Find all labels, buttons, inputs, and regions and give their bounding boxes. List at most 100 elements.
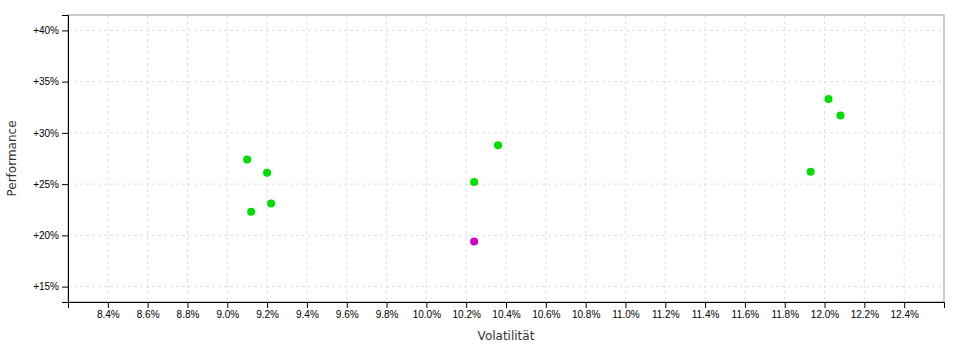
point [825, 95, 833, 103]
tick-label: 9.2% [256, 309, 279, 320]
grid-line-x [665, 15, 666, 302]
grid-line-x [744, 15, 745, 302]
grid-line-y [68, 81, 944, 82]
grid-line-x [585, 15, 586, 302]
tick-mark [108, 302, 109, 308]
grid-line-y [68, 184, 944, 185]
tick-label: +35% [33, 76, 59, 87]
tick-mark [148, 302, 149, 308]
tick-label: 10.0% [413, 309, 441, 320]
point [494, 141, 502, 149]
tick-label: 12.2% [851, 309, 879, 320]
grid-line-x [625, 15, 626, 302]
tick-mark [62, 184, 68, 185]
tick-mark [785, 302, 786, 308]
point [470, 178, 478, 186]
tick-label: +40% [33, 25, 59, 36]
grid-line-x [227, 15, 228, 302]
tick-mark [705, 302, 706, 308]
tick: 10.6% [532, 302, 560, 320]
tick-mark [227, 302, 228, 308]
grid-line-x [545, 15, 546, 302]
grid-line-x [506, 15, 507, 302]
tick-mark [665, 302, 666, 308]
tick-mark [307, 302, 308, 308]
tick-mark [904, 302, 905, 308]
tick: 11.0% [612, 302, 640, 320]
tick: 8.8% [177, 302, 200, 320]
point [470, 238, 478, 246]
grid [68, 15, 944, 302]
tick: 12.4% [891, 302, 919, 320]
tick-mark [62, 30, 68, 31]
tick-mark [187, 302, 188, 308]
tick-mark [625, 302, 626, 308]
grid-line-x [267, 15, 268, 302]
tick-label: 11.2% [652, 309, 680, 320]
tick: +30% [33, 128, 68, 139]
tick-mark [347, 302, 348, 308]
tick: 12.0% [811, 302, 839, 320]
tick-mark [825, 302, 826, 308]
tick-mark [62, 82, 68, 83]
tick-label: 9.6% [336, 309, 359, 320]
tick: 9.0% [216, 302, 239, 320]
tick-label: +15% [33, 281, 59, 292]
tick: +15% [33, 281, 68, 292]
tick: 11.2% [652, 302, 680, 320]
tick: 9.6% [336, 302, 359, 320]
tick: 9.2% [256, 302, 279, 320]
tick-label: 8.6% [137, 309, 160, 320]
tick-label: 9.0% [216, 309, 239, 320]
grid-line-x [386, 15, 387, 302]
tick: 11.4% [692, 302, 720, 320]
tick-mark [864, 302, 865, 308]
grid-line-x [426, 15, 427, 302]
tick-mark [387, 302, 388, 308]
tick-label: +30% [33, 128, 59, 139]
point [243, 156, 251, 164]
tick-mark [62, 235, 68, 236]
tick-label: +20% [33, 230, 59, 241]
tick-mark [546, 302, 547, 308]
point [807, 168, 815, 176]
tick: 11.8% [771, 302, 799, 320]
point [267, 200, 275, 208]
tick-mark [506, 302, 507, 308]
tick: 10.0% [413, 302, 441, 320]
tick-mark [62, 287, 68, 288]
tick-label: 8.4% [97, 309, 120, 320]
tick-mark [466, 302, 467, 308]
grid-line-x [784, 15, 785, 302]
tick-mark [745, 302, 746, 308]
tick-mark [62, 133, 68, 134]
tick-label: 9.8% [376, 309, 399, 320]
point [247, 208, 255, 216]
tick-label: 11.6% [732, 309, 760, 320]
tick-label: 11.8% [771, 309, 799, 320]
grid-line-y [68, 235, 944, 236]
tick: 12.2% [851, 302, 879, 320]
tick: 8.6% [137, 302, 160, 320]
plot-frame [68, 15, 944, 302]
grid-line-x [107, 15, 108, 302]
tick-label: 10.2% [453, 309, 481, 320]
tick: 9.4% [296, 302, 319, 320]
x-axis: 8.4% 8.6% 8.8% 9.0% 9.2% 9.4% 9.6% 9.8% 10.0% 10.… [69, 302, 945, 320]
tick: +40% [33, 25, 68, 36]
x-axis-title: Volatilität [478, 329, 535, 343]
tick: +35% [33, 76, 68, 87]
tick: +25% [33, 179, 68, 190]
grid-line-y [68, 30, 944, 31]
grid-line-x [466, 15, 467, 302]
tick-label: 12.0% [811, 309, 839, 320]
y-axis-title: Performance [5, 120, 19, 196]
grid-line-x [705, 15, 706, 302]
tick-label: +25% [33, 179, 59, 190]
tick-label: 8.8% [177, 309, 200, 320]
tick: 10.2% [453, 302, 481, 320]
tick-label: 11.4% [692, 309, 720, 320]
grid-line-x [864, 15, 865, 302]
grid-line-x [306, 15, 307, 302]
tick-mark [586, 302, 587, 308]
